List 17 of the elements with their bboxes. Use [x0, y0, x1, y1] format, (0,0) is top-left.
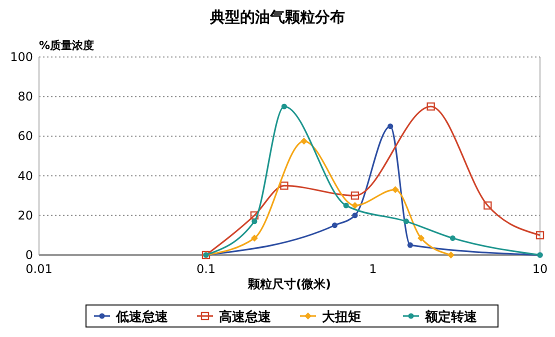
y-tick-label: 40: [18, 168, 33, 183]
legend-label: 大扭矩: [322, 310, 361, 325]
legend-label: 高速怠速: [219, 309, 272, 325]
x-axis-title: 颗粒尺寸(微米): [247, 277, 331, 291]
x-tick-label: 0.1: [196, 262, 216, 276]
legend-label: 低速怠速: [115, 309, 169, 325]
y-tick-label: 80: [18, 90, 33, 104]
x-tick-label: 0.01: [26, 262, 52, 276]
y-tick-label: 100: [10, 50, 33, 64]
chart-title: 典型的油气颗粒分布: [209, 8, 345, 26]
x-tick-label: 1: [369, 262, 377, 276]
y-tick-label: 0: [25, 248, 33, 262]
x-tick-label: 10: [532, 262, 548, 276]
y-tick-label: 60: [18, 129, 33, 144]
y-tick-label: 20: [18, 208, 33, 222]
y-axis-title: %质量浓度: [39, 39, 94, 52]
legend-label: 额定转速: [424, 309, 478, 325]
